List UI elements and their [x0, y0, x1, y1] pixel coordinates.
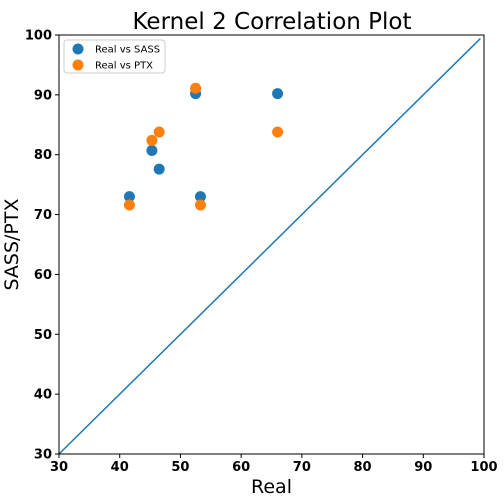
point-series-0-1 [146, 145, 158, 157]
x-axis-title: Real [251, 476, 292, 498]
y-tick-label: 50 [34, 328, 52, 343]
legend-marker-1 [72, 59, 84, 71]
point-series-1-4 [194, 199, 206, 211]
point-series-1-3 [190, 82, 202, 94]
x-tick-label: 90 [414, 460, 432, 475]
point-series-0-0 [123, 191, 135, 203]
point-series-0-4 [194, 191, 206, 203]
y-tick-label: 30 [34, 448, 52, 463]
y-axis-title: SASS/PTX [1, 198, 23, 290]
point-series-0-2 [153, 163, 165, 175]
x-tick-label: 80 [354, 460, 372, 475]
legend-marker-0 [72, 43, 84, 55]
legend-label-0: Real vs SASS [95, 45, 160, 56]
point-series-0-5 [272, 88, 284, 100]
y-tick-label: 90 [34, 88, 52, 103]
y-tick-label: 100 [25, 29, 52, 44]
y-tick-label: 80 [34, 148, 52, 163]
legend-box [63, 39, 166, 74]
x-tick-label: 40 [111, 460, 129, 475]
y-tick-label: 40 [34, 388, 52, 403]
x-tick-label: 30 [50, 460, 68, 475]
x-tick-label: 100 [470, 460, 497, 475]
point-series-1-1 [146, 134, 158, 146]
reference-line [58, 38, 481, 455]
x-tick-label: 50 [171, 460, 189, 475]
point-series-1-0 [123, 199, 135, 211]
y-tick-label: 60 [34, 268, 52, 283]
point-series-1-5 [272, 126, 284, 138]
point-series-1-2 [153, 126, 165, 138]
x-tick-label: 60 [232, 460, 250, 475]
y-tick-label: 70 [34, 208, 52, 223]
legend-label-1: Real vs PTX [95, 61, 153, 72]
plot-frame [58, 34, 485, 455]
legend: Real vs SASS Real vs PTX [63, 39, 166, 74]
x-tick-label: 70 [293, 460, 311, 475]
chart-title: Kernel 2 Correlation Plot [133, 9, 412, 35]
